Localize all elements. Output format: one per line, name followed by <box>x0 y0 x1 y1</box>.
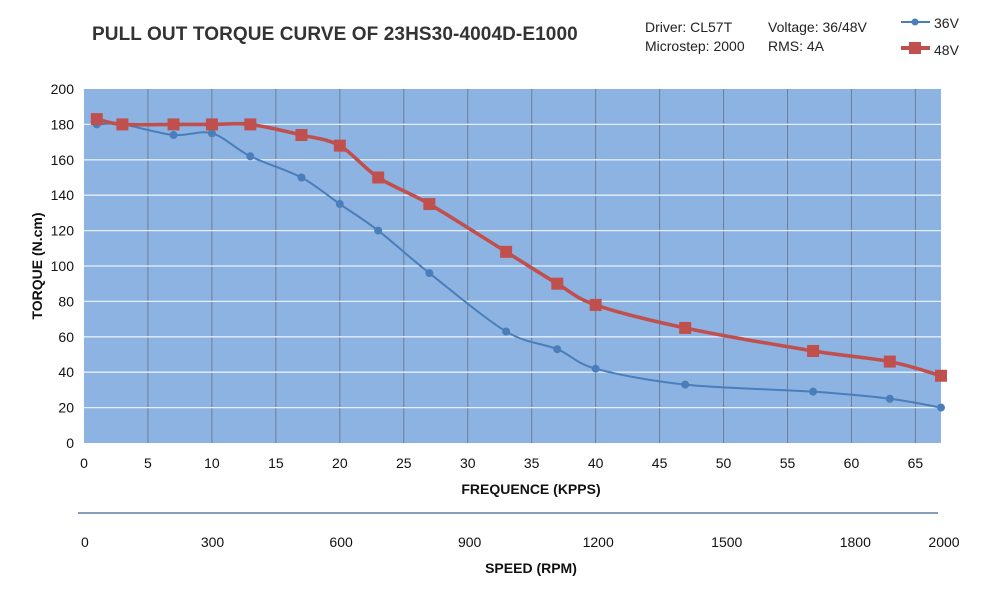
x-tick-label: 20 <box>332 455 348 471</box>
y-tick-label: 0 <box>66 435 74 451</box>
series-markers <box>90 113 947 412</box>
y-tick-label: 20 <box>58 400 74 416</box>
data-point-48v <box>679 321 692 334</box>
y-tick-label: 200 <box>51 81 75 97</box>
data-point-48v <box>589 298 602 311</box>
data-point-36v <box>335 200 344 209</box>
x-tick-label: 25 <box>396 455 412 471</box>
speed-tick-label: 300 <box>201 534 225 550</box>
x-tick-label: 55 <box>780 455 796 471</box>
data-point-48v <box>935 369 947 382</box>
speed-axis-title: SPEED (RPM) <box>485 560 577 576</box>
data-point-48v <box>500 245 513 258</box>
speed-tick-labels: 0 300 600 900 1200 1500 1800 2000 <box>81 534 960 550</box>
x-tick-label: 15 <box>268 455 284 471</box>
chart-title: PULL OUT TORQUE CURVE OF 23HS30-4004D-E1… <box>92 24 578 45</box>
microstep-info: Microstep: 2000 <box>645 38 745 54</box>
y-tick-label: 180 <box>51 116 75 132</box>
data-point-36v <box>297 173 306 182</box>
y-tick-label: 120 <box>51 223 75 239</box>
legend-label-48v: 48V <box>934 42 959 58</box>
y-axis-title: TORQUE (N.cm) <box>29 212 45 319</box>
data-point-48v <box>807 344 820 357</box>
x-tick-label: 5 <box>144 455 152 471</box>
data-point-36v <box>374 226 383 235</box>
x-tick-label: 30 <box>460 455 476 471</box>
data-point-36v <box>425 269 434 278</box>
x-tick-label: 45 <box>652 455 668 471</box>
data-point-36v <box>502 327 511 336</box>
data-point-48v <box>167 118 180 131</box>
x-tick-labels: 0 5 10 15 20 25 30 35 40 45 50 55 60 65 <box>80 455 923 471</box>
data-point-48v <box>205 118 218 131</box>
driver-info: Driver: CL57T <box>645 19 733 35</box>
x-tick-label: 0 <box>80 455 88 471</box>
data-point-48v <box>90 113 103 126</box>
data-point-48v <box>423 198 436 211</box>
y-tick-labels: 0 20 40 60 80 100 120 140 160 180 200 <box>51 81 75 451</box>
x-tick-label: 50 <box>716 455 732 471</box>
x-tick-label: 65 <box>908 455 924 471</box>
data-point-48v <box>883 355 896 368</box>
data-point-36v <box>246 152 255 161</box>
x-axis-title: FREQUENCE (KPPS) <box>461 481 600 497</box>
data-point-36v <box>591 364 600 373</box>
x-tick-label: 40 <box>588 455 604 471</box>
speed-tick-label: 2000 <box>928 534 959 550</box>
data-point-48v <box>551 277 564 290</box>
y-tick-label: 160 <box>51 152 75 168</box>
voltage-info: Voltage: 36/48V <box>768 19 867 35</box>
speed-tick-label: 900 <box>458 534 482 550</box>
data-point-48v <box>244 118 257 131</box>
legend-label-36v: 36V <box>934 15 959 31</box>
x-tick-label: 60 <box>844 455 860 471</box>
speed-tick-label: 1800 <box>840 534 871 550</box>
y-tick-label: 100 <box>51 258 75 274</box>
data-point-36v <box>885 394 894 403</box>
x-tick-label: 10 <box>204 455 220 471</box>
speed-tick-label: 600 <box>329 534 353 550</box>
data-point-48v <box>295 129 308 142</box>
y-tick-label: 40 <box>58 364 74 380</box>
legend-marker-48v <box>901 42 930 54</box>
data-point-36v <box>169 131 178 140</box>
speed-tick-label: 1200 <box>583 534 614 550</box>
legend-marker-36v <box>901 18 930 26</box>
data-point-36v <box>553 345 562 354</box>
x-tick-label: 35 <box>524 455 540 471</box>
data-point-36v <box>809 387 818 396</box>
data-point-48v <box>372 171 385 184</box>
data-point-48v <box>116 118 129 131</box>
y-tick-label: 140 <box>51 187 75 203</box>
data-point-36v <box>681 380 690 389</box>
speed-tick-label: 1500 <box>711 534 742 550</box>
y-tick-label: 60 <box>58 329 74 345</box>
rms-info: RMS: 4A <box>768 38 825 54</box>
speed-tick-label: 0 <box>81 534 89 550</box>
data-point-48v <box>333 139 346 152</box>
data-point-36v <box>937 403 945 412</box>
y-tick-label: 80 <box>58 293 74 309</box>
data-point-36v <box>207 129 216 138</box>
